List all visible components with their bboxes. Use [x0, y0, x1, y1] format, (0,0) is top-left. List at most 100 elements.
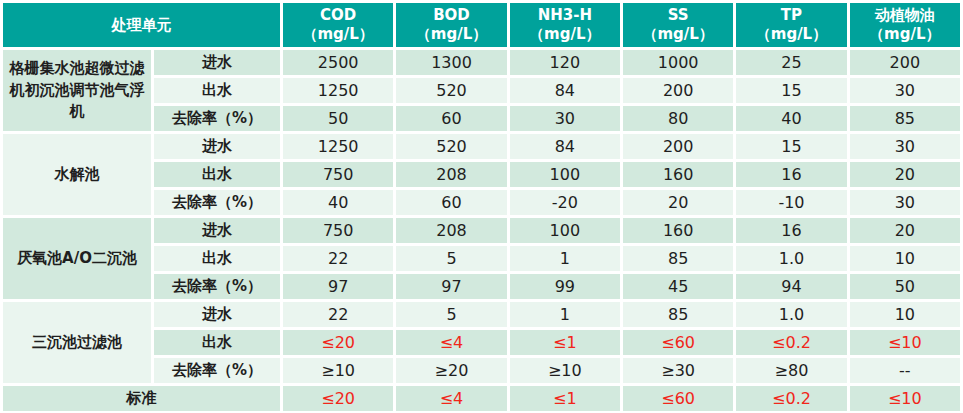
cell-value: 120	[510, 50, 620, 75]
table-row-standard: 标准 ≤20 ≤4 ≤1 ≤60 ≤0.2 ≤10	[3, 386, 960, 411]
row-label-cell: 进水	[154, 218, 280, 243]
group-label-cell: 厌氧池A/O二沉池	[3, 218, 151, 299]
cell-value: 20	[850, 162, 960, 187]
header-ss-unit: （mg/L）	[625, 25, 731, 44]
group-label-cell: 格栅集水池超微过滤机初沉池调节池气浮机	[3, 50, 151, 131]
cell-value: ≤10	[850, 386, 960, 411]
row-label-cell: 出水	[154, 246, 280, 271]
cell-value: ≥30	[623, 358, 733, 383]
cell-value: 30	[850, 134, 960, 159]
header-ss: SS （mg/L）	[623, 3, 733, 47]
group-label-cell: 水解池	[3, 134, 151, 215]
cell-value: 20	[623, 190, 733, 215]
cell-value: 80	[623, 106, 733, 131]
cell-value: 160	[623, 218, 733, 243]
cell-value: 1300	[396, 50, 506, 75]
cell-value: 100	[510, 162, 620, 187]
cell-value: ≥10	[283, 358, 393, 383]
cell-value: 1250	[283, 134, 393, 159]
cell-value: ≤0.2	[736, 386, 846, 411]
cell-value: 97	[396, 274, 506, 299]
cell-value: 750	[283, 218, 393, 243]
cell-value: 200	[623, 78, 733, 103]
header-bod-unit: （mg/L）	[398, 25, 504, 44]
header-cod-unit: （mg/L）	[285, 25, 391, 44]
cell-value: 40	[736, 106, 846, 131]
header-cod-name: COD	[285, 6, 391, 25]
cell-value: 1.0	[736, 302, 846, 327]
row-label-cell: 去除率（%）	[154, 190, 280, 215]
cell-value: 85	[850, 106, 960, 131]
header-oil-name: 动植物油	[852, 6, 958, 25]
row-label-cell: 去除率（%）	[154, 274, 280, 299]
cell-value: ≥80	[736, 358, 846, 383]
row-label-cell: 进水	[154, 302, 280, 327]
cell-value: -10	[736, 190, 846, 215]
cell-value: 208	[396, 218, 506, 243]
cell-value: 10	[850, 246, 960, 271]
header-nh3h-unit: （mg/L）	[512, 25, 618, 44]
header-cod: COD （mg/L）	[283, 3, 393, 47]
table-header: 处理单元 COD （mg/L） BOD （mg/L） NH3-H （mg/L） …	[3, 3, 960, 47]
cell-value: ≥20	[396, 358, 506, 383]
cell-value: -20	[510, 190, 620, 215]
header-ss-name: SS	[625, 6, 731, 25]
cell-value: 45	[623, 274, 733, 299]
cell-value: ≤4	[396, 330, 506, 355]
cell-value: 30	[850, 78, 960, 103]
cell-value: 5	[396, 302, 506, 327]
header-tp-name: TP	[738, 6, 844, 25]
cell-value: 50	[283, 106, 393, 131]
cell-value: 22	[283, 302, 393, 327]
cell-value: ≤20	[283, 330, 393, 355]
cell-value: 15	[736, 78, 846, 103]
header-oil-unit: （mg/L）	[852, 25, 958, 44]
header-nh3h: NH3-H （mg/L）	[510, 3, 620, 47]
treatment-performance-table: 处理单元 COD （mg/L） BOD （mg/L） NH3-H （mg/L） …	[0, 0, 963, 413]
header-nh3h-name: NH3-H	[512, 6, 618, 25]
row-label-cell: 去除率（%）	[154, 358, 280, 383]
header-unit-column: 处理单元	[3, 3, 280, 47]
cell-value: 1	[510, 246, 620, 271]
cell-value: 200	[850, 50, 960, 75]
header-bod: BOD （mg/L）	[396, 3, 506, 47]
cell-value: 22	[283, 246, 393, 271]
cell-value: 208	[396, 162, 506, 187]
cell-value: 100	[510, 218, 620, 243]
table-row: 格栅集水池超微过滤机初沉池调节池气浮机 进水 2500 1300 120 100…	[3, 50, 960, 75]
cell-value: 84	[510, 134, 620, 159]
cell-value: 50	[850, 274, 960, 299]
cell-value: ≤4	[396, 386, 506, 411]
cell-value: 1250	[283, 78, 393, 103]
cell-value: 520	[396, 134, 506, 159]
standard-label-cell: 标准	[3, 386, 280, 411]
group-label-cell: 三沉池过滤池	[3, 302, 151, 383]
cell-value: 25	[736, 50, 846, 75]
cell-value: 84	[510, 78, 620, 103]
cell-value: 750	[283, 162, 393, 187]
table-row: 厌氧池A/O二沉池 进水 750 208 100 160 16 20	[3, 218, 960, 243]
row-label-cell: 去除率（%）	[154, 106, 280, 131]
row-label-cell: 进水	[154, 50, 280, 75]
header-tp: TP （mg/L）	[736, 3, 846, 47]
header-bod-name: BOD	[398, 6, 504, 25]
header-oil: 动植物油 （mg/L）	[850, 3, 960, 47]
cell-value: 97	[283, 274, 393, 299]
cell-value: 85	[623, 302, 733, 327]
table-body: 格栅集水池超微过滤机初沉池调节池气浮机 进水 2500 1300 120 100…	[3, 50, 960, 411]
row-label-cell: 出水	[154, 330, 280, 355]
cell-value: 1000	[623, 50, 733, 75]
cell-value: 160	[623, 162, 733, 187]
row-label-cell: 出水	[154, 162, 280, 187]
row-label-cell: 出水	[154, 78, 280, 103]
cell-value: 16	[736, 162, 846, 187]
cell-value: 30	[510, 106, 620, 131]
cell-value: ≤1	[510, 386, 620, 411]
cell-value: 10	[850, 302, 960, 327]
cell-value: 16	[736, 218, 846, 243]
table-row: 三沉池过滤池 进水 22 5 1 85 1.0 10	[3, 302, 960, 327]
cell-value: 1.0	[736, 246, 846, 271]
cell-value: ≤0.2	[736, 330, 846, 355]
cell-value: 200	[623, 134, 733, 159]
cell-value: 30	[850, 190, 960, 215]
